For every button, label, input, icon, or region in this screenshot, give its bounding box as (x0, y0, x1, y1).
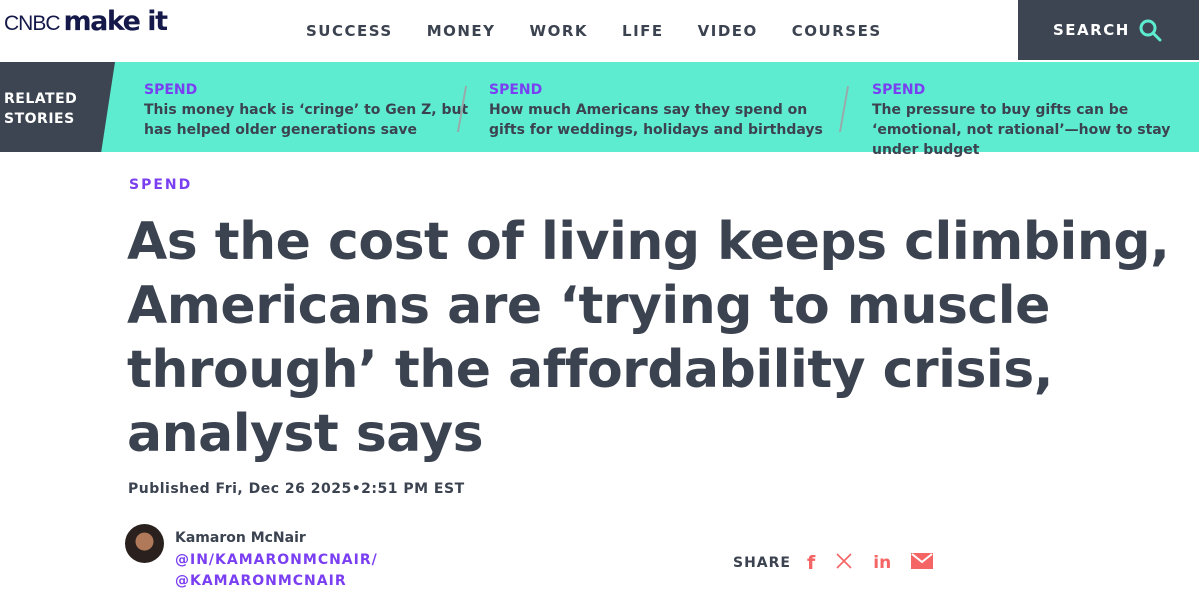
related-story[interactable]: SPEND The pressure to buy gifts can be ‘… (872, 82, 1192, 160)
author-avatar (125, 524, 164, 563)
share-bar: SHARE f in (733, 552, 934, 574)
article-title: As the cost of living keeps climbing, Am… (127, 212, 1170, 464)
story-category[interactable]: SPEND (872, 82, 926, 98)
nav-success[interactable]: SUCCESS (306, 22, 393, 40)
email-icon[interactable] (911, 553, 934, 573)
nav-courses[interactable]: COURSES (791, 22, 882, 40)
related-story[interactable]: SPEND This money hack is ‘cringe’ to Gen… (144, 82, 494, 140)
logo-make-it: make it (63, 6, 168, 37)
published-date: Published Fri, Dec 26 2025•2:51 PM EST (128, 481, 465, 497)
linkedin-icon[interactable]: in (873, 553, 892, 573)
main-nav: SUCCESS MONEY WORK LIFE VIDEO COURSES (306, 22, 916, 40)
author-name[interactable]: Kamaron McNair (175, 530, 306, 546)
divider (838, 86, 850, 132)
share-label: SHARE (733, 555, 791, 571)
facebook-icon[interactable]: f (806, 552, 816, 574)
logo-cnbc: CNBC (4, 12, 61, 35)
related-label-line1: RELATED (4, 91, 78, 107)
author-twitter-link[interactable]: @KAMARONMCNAIR (175, 573, 347, 589)
story-headline[interactable]: The pressure to buy gifts can be ‘emotio… (872, 102, 1171, 158)
article-kicker[interactable]: SPEND (129, 177, 193, 193)
nav-work[interactable]: WORK (529, 22, 589, 40)
related-stories-label: RELATED STORIES (0, 62, 115, 152)
author-linkedin-link[interactable]: @IN/KAMARONMCNAIR/ (175, 552, 378, 568)
story-category[interactable]: SPEND (144, 82, 198, 98)
x-icon[interactable] (835, 552, 853, 574)
cnbc-make-it-logo[interactable]: CNBC make it (4, 6, 168, 37)
related-stories-bar: RELATED STORIES SPEND This money hack is… (0, 62, 1199, 158)
search-button[interactable]: SEARCH (1018, 0, 1199, 60)
search-icon (1139, 19, 1162, 42)
story-category[interactable]: SPEND (489, 82, 543, 98)
nav-money[interactable]: MONEY (426, 22, 496, 40)
nav-life[interactable]: LIFE (622, 22, 664, 40)
related-story[interactable]: SPEND How much Americans say they spend … (489, 82, 839, 140)
related-label-line2: STORIES (4, 111, 75, 127)
story-headline[interactable]: This money hack is ‘cringe’ to Gen Z, bu… (144, 102, 469, 138)
site-header: CNBC make it SUCCESS MONEY WORK LIFE VID… (0, 0, 1199, 60)
story-headline[interactable]: How much Americans say they spend on gif… (489, 102, 823, 138)
search-label: SEARCH (1053, 21, 1130, 39)
nav-video[interactable]: VIDEO (697, 22, 758, 40)
